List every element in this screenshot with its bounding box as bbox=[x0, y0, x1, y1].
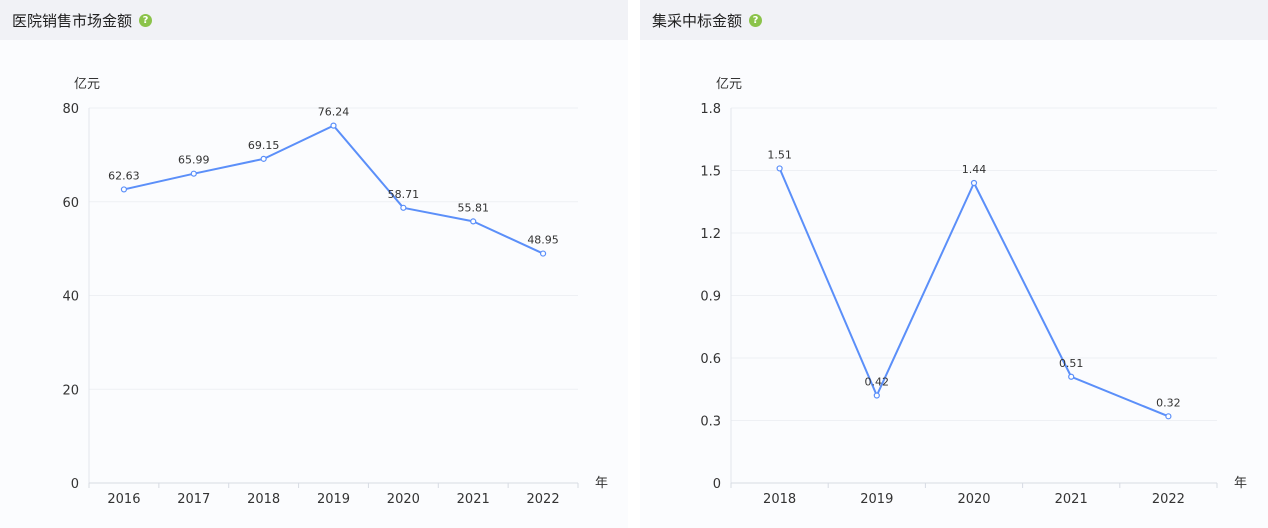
y-axis-unit: 亿元 bbox=[74, 77, 100, 92]
data-point bbox=[1068, 373, 1075, 380]
x-tick-label: 2019 bbox=[317, 492, 350, 507]
y-tick-label: 80 bbox=[62, 102, 79, 117]
data-label: 76.24 bbox=[318, 106, 350, 119]
data-point bbox=[400, 204, 407, 211]
x-tick-label: 2017 bbox=[177, 492, 210, 507]
data-point bbox=[330, 122, 337, 129]
y-tick-label: 1.2 bbox=[700, 227, 721, 242]
y-tick-label: 0.9 bbox=[700, 290, 721, 305]
data-point bbox=[776, 165, 783, 172]
x-tick-label: 2022 bbox=[527, 492, 560, 507]
x-axis-unit: 年 bbox=[1234, 476, 1247, 491]
data-point bbox=[120, 186, 128, 193]
data-label: 58.71 bbox=[388, 188, 420, 201]
data-label: 55.81 bbox=[457, 201, 489, 214]
data-point bbox=[1165, 413, 1172, 420]
data-point bbox=[470, 218, 477, 225]
data-label: 0.51 bbox=[1059, 357, 1084, 370]
x-tick-label: 2022 bbox=[1152, 492, 1185, 507]
data-label: 62.63 bbox=[108, 169, 140, 182]
data-point bbox=[970, 179, 978, 187]
x-tick-label: 2021 bbox=[457, 492, 490, 507]
y-tick-label: 0.3 bbox=[700, 415, 721, 430]
data-label: 69.15 bbox=[248, 139, 280, 152]
y-axis-unit: 亿元 bbox=[716, 77, 742, 92]
y-tick-label: 40 bbox=[62, 290, 79, 305]
series-line bbox=[123, 124, 544, 255]
data-point bbox=[539, 250, 547, 257]
x-tick-label: 2020 bbox=[387, 492, 420, 507]
x-tick-label: 2018 bbox=[247, 492, 280, 507]
panel-title: 医院销售市场金额 bbox=[12, 11, 133, 30]
hospital-sales-line-chart: 0 20 40 60 80 2016 2017 2018 2019 2020 2021 2022 亿元年… bbox=[62, 77, 608, 507]
data-label: 1.51 bbox=[767, 148, 792, 161]
y-tick-label: 60 bbox=[62, 196, 79, 211]
panel-title: 集采中标金额 bbox=[652, 11, 743, 30]
x-tick-label: 2018 bbox=[763, 492, 796, 507]
x-tick-label: 2019 bbox=[860, 492, 893, 507]
data-point bbox=[260, 155, 267, 162]
y-tick-label: 0 bbox=[713, 477, 721, 492]
data-label: 48.95 bbox=[527, 234, 559, 247]
panel-header: 医院销售市场金额 ? bbox=[0, 0, 628, 40]
y-tick-label: 20 bbox=[62, 383, 79, 398]
x-tick-label: 2021 bbox=[1055, 492, 1088, 507]
x-axis-unit: 年 bbox=[595, 476, 608, 491]
data-point bbox=[190, 170, 197, 177]
procurement-panel: 集采中标金额 ? 0 0.3 0.6 0.9 1.2 1.5 1.8 2018 2019 2020… bbox=[640, 0, 1268, 528]
data-label: 65.99 bbox=[178, 154, 210, 167]
procurement-line-chart: 0 0.3 0.6 0.9 1.2 1.5 1.8 2018 2019 2020 2021 2022 亿… bbox=[700, 77, 1247, 507]
y-tick-label: 0 bbox=[71, 477, 79, 492]
help-icon[interactable]: ? bbox=[139, 13, 153, 27]
series-line bbox=[778, 168, 1169, 418]
data-label: 0.32 bbox=[1156, 396, 1181, 409]
x-tick-label: 2020 bbox=[957, 492, 990, 507]
help-icon[interactable]: ? bbox=[749, 13, 763, 27]
y-tick-label: 1.5 bbox=[700, 165, 721, 180]
y-tick-label: 1.8 bbox=[700, 102, 721, 117]
data-point bbox=[873, 392, 880, 399]
data-label: 0.42 bbox=[865, 376, 890, 389]
hospital-sales-panel: 医院销售市场金额 ? 0 20 40 60 80 2016 2017 2018 2019 2020… bbox=[0, 0, 628, 528]
data-label: 1.44 bbox=[962, 163, 987, 176]
x-tick-label: 2016 bbox=[107, 492, 140, 507]
panel-header: 集采中标金额 ? bbox=[640, 0, 1268, 40]
y-tick-label: 0.6 bbox=[700, 352, 721, 367]
